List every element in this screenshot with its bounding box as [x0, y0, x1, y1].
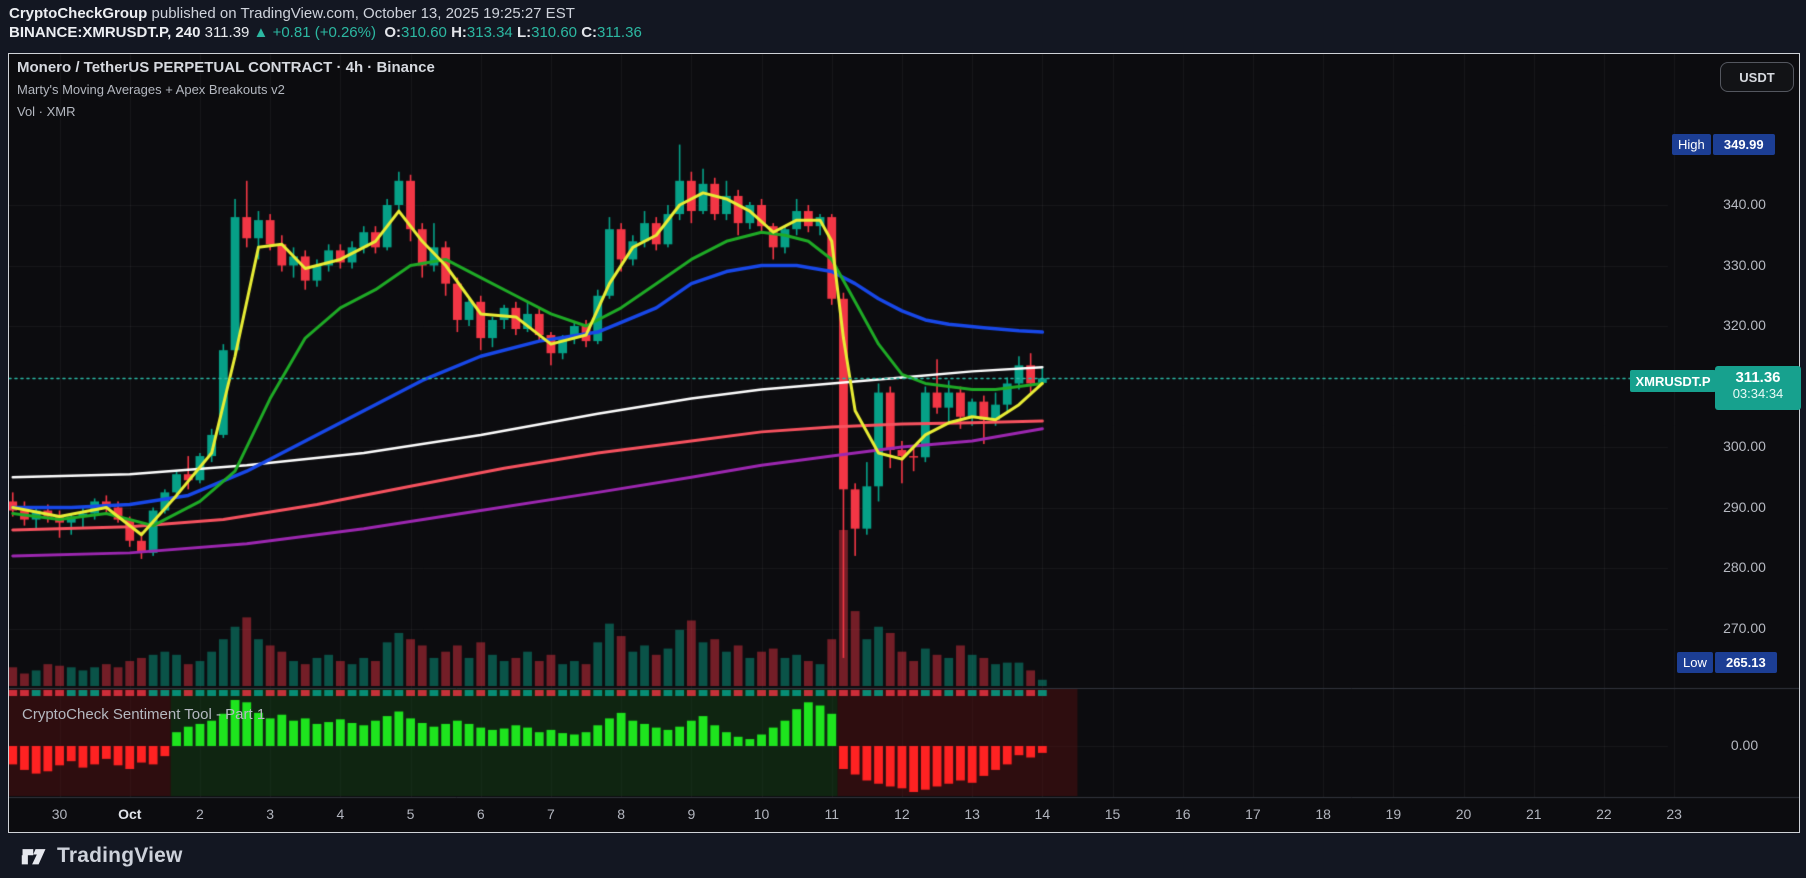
price-tick-label: 0.00	[1730, 737, 1759, 753]
time-tick-label: 19	[1385, 806, 1402, 822]
price-tick-label: 290.00	[1723, 498, 1766, 515]
sentiment-pane-title[interactable]: CryptoCheck Sentiment Tool - Part 1	[22, 706, 266, 723]
byline: CryptoCheckGroup published on TradingVie…	[9, 5, 575, 22]
high-badge-label: High	[1672, 134, 1711, 155]
chart-legend: Monero / TetherUS PERPETUAL CONTRACT · 4…	[17, 59, 435, 121]
time-tick-label: 12	[894, 806, 910, 822]
indicator-title[interactable]: Marty's Moving Averages + Apex Breakouts…	[17, 82, 285, 97]
price-tick-label: 280.00	[1723, 559, 1766, 575]
time-tick-label: 5	[406, 806, 415, 822]
time-tick-label: 14	[1034, 806, 1051, 822]
time-scale[interactable]: 30 Oct 2 3 4 5 6 7 8 9 10 11 12 13 14 15 16 17 18 19 20 21 22 2…	[9, 797, 1799, 832]
low-badge-value: 265.13	[1714, 652, 1777, 673]
high-label: H:	[451, 24, 467, 41]
currency-toggle-button[interactable]: USDT	[1720, 62, 1794, 92]
time-tick-label: 21	[1525, 806, 1542, 822]
price-tick-label: 330.00	[1723, 256, 1766, 273]
time-tick-label: 7	[547, 806, 555, 822]
volume-legend[interactable]: Vol · XMR	[17, 104, 76, 119]
time-tick-label: 15	[1104, 806, 1121, 822]
time-tick-label: 23	[1666, 806, 1682, 822]
open-value: 310.60	[401, 24, 447, 41]
low-badge-label: Low	[1677, 652, 1713, 673]
symbol-name: BINANCE:XMRUSDT.P, 240	[9, 24, 201, 41]
bar-countdown: 03:34:34	[1732, 386, 1784, 401]
byline-author: CryptoCheckGroup	[9, 5, 148, 22]
time-tick-label: 3	[266, 806, 275, 822]
chart-canvas[interactable]	[9, 54, 1799, 832]
footer-bar: TradingView	[0, 833, 1806, 878]
low-badge: Low 265.13	[1677, 652, 1777, 673]
high-badge: High 349.99	[1672, 134, 1775, 155]
symbol-ohlc-line: BINANCE:XMRUSDT.P, 240 311.39 ▲ +0.81 (+…	[9, 24, 642, 41]
low-label: L:	[516, 24, 532, 41]
price-change: +0.81 (+0.26%)	[272, 24, 376, 41]
time-tick-label: 10	[753, 806, 770, 822]
time-tick-label: 2	[196, 806, 204, 822]
time-tick-label: 18	[1315, 806, 1331, 822]
price-tick-label: 300.00	[1723, 438, 1766, 454]
chart-frame: Monero / TetherUS PERPETUAL CONTRACT · 4…	[8, 53, 1801, 833]
high-value: 313.34	[466, 24, 513, 41]
up-arrow-icon: ▲	[253, 24, 269, 41]
time-tick-label: 16	[1174, 806, 1191, 822]
tradingview-logo-icon[interactable]	[21, 844, 47, 868]
time-tick-label: 22	[1596, 806, 1612, 822]
high-badge-value: 349.99	[1712, 134, 1775, 155]
price-tick-label: 320.00	[1723, 317, 1766, 333]
price-scale[interactable]: 340.00 330.00 320.00 300.00 290.00 280.00 270.…	[1668, 54, 1799, 797]
open-label: O:	[384, 24, 401, 41]
price-line-value-badge: 311.36 03:34:34	[1715, 366, 1801, 410]
chart-title[interactable]: Monero / TetherUS PERPETUAL CONTRACT · 4…	[17, 59, 435, 76]
time-tick-label: 30	[51, 806, 68, 822]
time-tick-label: 11	[824, 806, 840, 822]
time-tick-label: 8	[617, 806, 626, 822]
time-tick-label: 13	[964, 806, 980, 822]
price-tick-label: 270.00	[1723, 619, 1766, 636]
current-price: 311.36	[1735, 369, 1781, 386]
time-tick-label: 20	[1455, 806, 1472, 822]
price-tick-label: 340.00	[1723, 196, 1766, 212]
time-tick-label: Oct	[118, 806, 142, 822]
footer-brand[interactable]: TradingView	[57, 843, 183, 867]
close-label: C:	[581, 24, 598, 41]
last-price: 311.39	[204, 24, 250, 41]
price-line-symbol-badge: XMRUSDT.P	[1630, 370, 1716, 392]
time-tick-label: 6	[476, 806, 485, 822]
close-value: 311.36	[597, 24, 642, 41]
time-tick-label: 4	[336, 806, 345, 822]
time-tick-label: 17	[1245, 806, 1261, 822]
byline-text: published on TradingView.com, October 13…	[147, 5, 575, 22]
low-value: 310.60	[531, 24, 578, 41]
time-tick-label: 9	[687, 806, 696, 822]
